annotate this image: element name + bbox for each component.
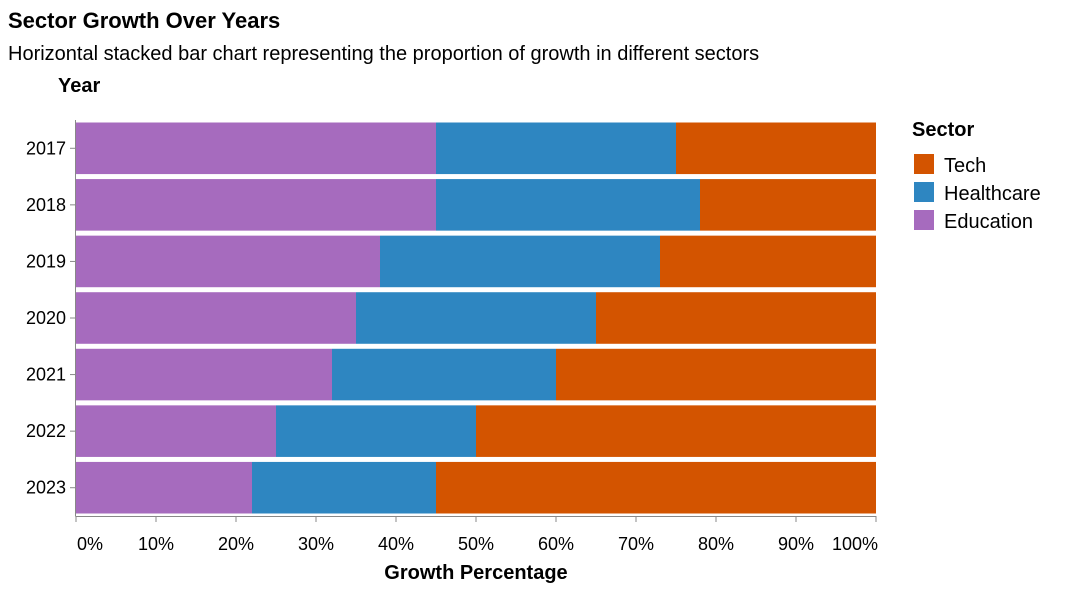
bar-education-2020 — [76, 292, 356, 344]
y-tick-label-2022: 2022 — [26, 421, 66, 441]
bar-healthcare-2017 — [436, 122, 676, 175]
y-tick-label-2019: 2019 — [26, 251, 66, 271]
x-tick-label-0: 0% — [77, 534, 103, 554]
x-axis-title: Growth Percentage — [384, 562, 567, 584]
legend-label-tech: Tech — [944, 155, 986, 177]
bar-healthcare-2022 — [276, 405, 476, 457]
legend-label-education: Education — [944, 211, 1033, 233]
legend: Sector Tech Healthcare Education — [912, 119, 1041, 233]
x-tick-label-2: 20% — [218, 534, 254, 554]
x-tick-label-8: 80% — [698, 534, 734, 554]
bar-tech-2018 — [700, 179, 876, 231]
legend-swatch-education — [914, 210, 934, 230]
chart-subtitle: Horizontal stacked bar chart representin… — [8, 43, 759, 65]
bar-education-2022 — [76, 405, 276, 457]
x-tick-label-7: 70% — [618, 534, 654, 554]
bar-education-2018 — [76, 179, 436, 231]
bar-healthcare-2021 — [332, 348, 556, 401]
x-tick-label-1: 10% — [138, 534, 174, 554]
bar-tech-2020 — [596, 292, 876, 344]
y-axis-title: Year — [58, 75, 100, 97]
legend-swatch-tech — [914, 154, 934, 174]
bar-tech-2021 — [556, 348, 876, 401]
x-tick-label-4: 40% — [378, 534, 414, 554]
legend-swatch-healthcare — [914, 182, 934, 202]
chart-title: Sector Growth Over Years — [8, 8, 280, 33]
bar-healthcare-2020 — [356, 292, 596, 344]
bar-education-2021 — [76, 348, 332, 401]
x-tick-label-3: 30% — [298, 534, 334, 554]
x-tick-label-9: 90% — [778, 534, 814, 554]
y-tick-label-2023: 2023 — [26, 478, 66, 498]
legend-label-healthcare: Healthcare — [944, 183, 1041, 205]
bar-education-2017 — [76, 122, 436, 175]
y-tick-label-2020: 2020 — [26, 308, 66, 328]
y-tick-label-2021: 2021 — [26, 365, 66, 385]
bar-healthcare-2019 — [380, 235, 660, 288]
legend-title: Sector — [912, 119, 974, 141]
x-tick-label-6: 60% — [538, 534, 574, 554]
bar-healthcare-2018 — [436, 179, 700, 231]
bars-layer — [76, 122, 876, 514]
bar-education-2019 — [76, 235, 380, 288]
bar-education-2023 — [76, 461, 252, 514]
y-tick-label-2017: 2017 — [26, 138, 66, 158]
y-tick-label-2018: 2018 — [26, 195, 66, 215]
bar-tech-2019 — [660, 235, 876, 288]
x-tick-label-10: 100% — [832, 534, 878, 554]
x-tick-label-5: 50% — [458, 534, 494, 554]
bar-healthcare-2023 — [252, 461, 436, 514]
axes-layer: 2017 2018 2019 2020 2021 2022 2023 0% 10% 20% 30% 4… — [26, 120, 878, 554]
bar-tech-2017 — [676, 122, 876, 175]
bar-tech-2022 — [476, 405, 876, 457]
bar-tech-2023 — [436, 461, 876, 514]
